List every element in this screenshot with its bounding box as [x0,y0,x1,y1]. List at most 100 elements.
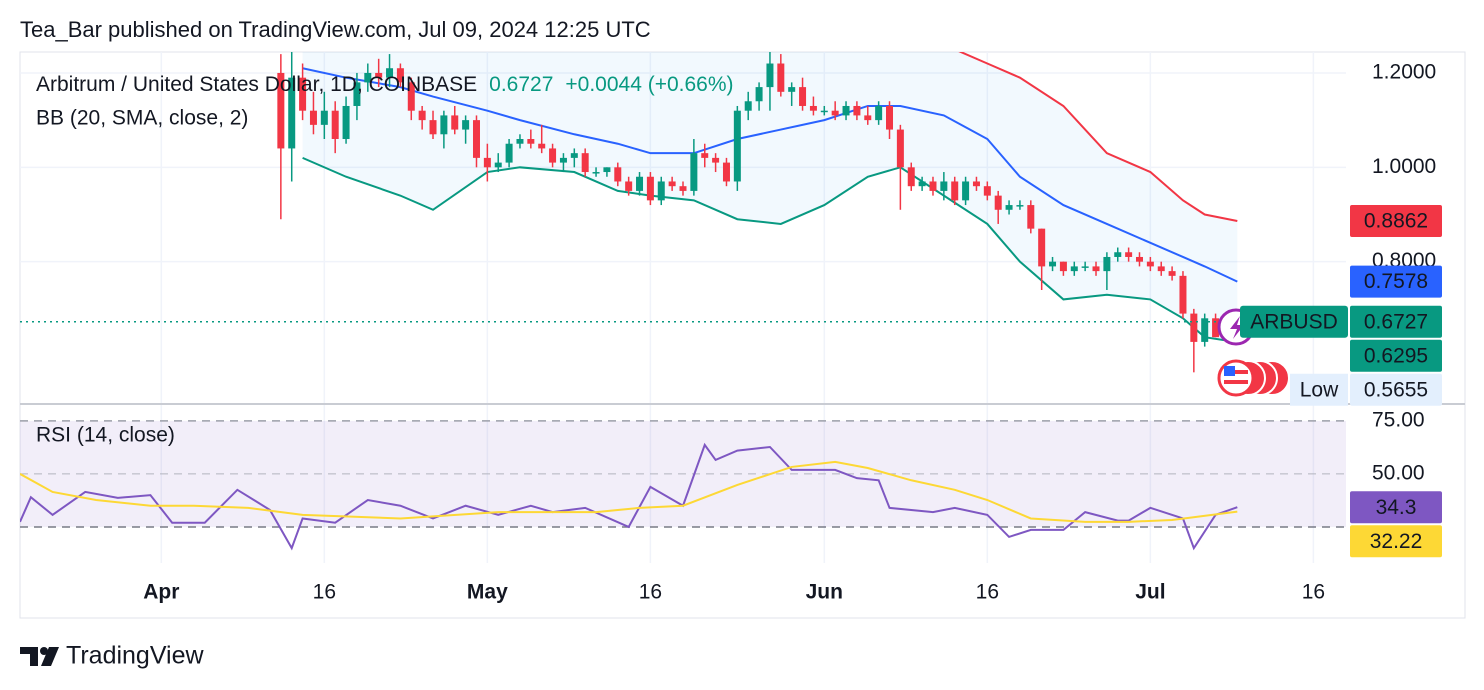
candle-body [1070,266,1078,272]
candle-body [788,87,796,92]
candle-body [1059,261,1067,272]
x-tick-label: Jul [1135,581,1165,604]
flag-stripe [1224,380,1248,384]
candle-body [1146,261,1154,267]
price-labels: 0.8862 0.7578 0.6727 ARBUSD 0.6295 0.5655 Low 3… [1240,205,1442,558]
candle-body [1103,256,1111,272]
value-label-box [1350,265,1442,298]
candle-body [299,77,307,111]
brand: TradingView [20,642,205,670]
brand-logo [40,647,48,655]
candle-body [538,143,546,149]
candle-body [690,153,698,191]
candle-body [701,153,709,158]
frame [19,51,1466,619]
candle-body [440,115,448,135]
chart-legend: Arbitrum / United States Dollar, 1D, COI… [36,73,734,96]
candle-body [994,195,1002,210]
candle-body [451,115,459,130]
price-pane [20,52,1346,373]
candle-body [1092,266,1100,272]
candle-body [929,181,937,191]
x-tick-label: 16 [976,581,999,604]
candle-body [1049,261,1057,267]
candle-body [1179,275,1187,314]
value-label-box [1350,205,1442,238]
candle-body [342,105,350,140]
candle-body [570,153,578,158]
chart-title: Arbitrum / United States Dollar, 1D, COI… [36,73,477,96]
candle-body [386,68,394,78]
candle-body [809,105,817,111]
axes: Apr 16 May 16 Jun 16 Jul 160.80001.00001.200050… [143,60,1436,603]
candle-body [418,110,426,121]
candle-body [1125,252,1133,257]
x-tick-label: 16 [313,581,336,604]
x-tick-label: May [467,581,508,604]
bb-lower [302,156,1238,344]
symbol-box [1240,305,1348,338]
candle-body [766,63,774,88]
last-price: 0.6727 [489,73,553,96]
candle-body [1114,252,1122,257]
candle-body [831,110,839,116]
candle-body [1038,228,1046,267]
value-label: 32.22 [1370,530,1423,553]
candle-body [668,181,676,187]
y-tick-label: 1.0000 [1372,155,1436,178]
value-label-box [1350,491,1442,524]
candle-body [625,181,633,191]
x-tick-label: 16 [1302,581,1325,604]
candle-body [364,72,372,83]
candle-body [1168,271,1176,276]
candle-body [396,68,404,83]
bb-upper [958,52,1238,222]
y-tick-label: 75.00 [1372,408,1425,431]
grid [20,52,1346,563]
candle-body [320,110,328,125]
candle-body [462,120,470,130]
value-label-box [1350,525,1442,558]
candle-body [559,157,567,163]
candle-body [972,181,980,187]
value-label: 0.7578 [1364,270,1428,293]
candle-body [494,162,502,168]
candle-body [962,181,970,201]
candle-body [940,181,948,191]
bb-basis [302,67,1238,283]
value-label: 0.6295 [1364,344,1428,367]
candle-body [842,105,850,116]
candle-body [907,167,915,187]
candle-body [733,110,741,182]
candle-body [777,63,785,92]
candle-body [646,176,654,201]
y-tick-label: 1.2000 [1372,60,1436,83]
candle-body [527,139,535,144]
price-change: +0.0044 (+0.66%) [565,73,733,96]
candle-body [864,115,872,121]
low-label: Low [1300,378,1339,401]
candle-body [483,157,491,168]
event-icon-bolt [1230,316,1244,339]
candle-body [472,120,480,158]
candle-body [1201,318,1209,342]
indicator-label: BB (20, SMA, close, 2) [36,107,248,130]
candle-body [1005,205,1013,210]
rsi-pane [20,420,1346,551]
candle-body [288,77,296,149]
value-label-box [1350,339,1442,372]
value-label: 0.6727 [1364,310,1428,333]
candle-body [983,186,991,196]
candle-body [679,186,687,191]
value-label-box [1350,373,1442,406]
x-tick-label: Apr [143,581,179,604]
candle-body [951,181,959,201]
candle-body [375,72,383,78]
candle-body [1016,205,1024,207]
candle-body [1157,266,1165,272]
candle-body [1212,318,1220,338]
candle-body [799,87,807,106]
candle-body [353,82,361,106]
